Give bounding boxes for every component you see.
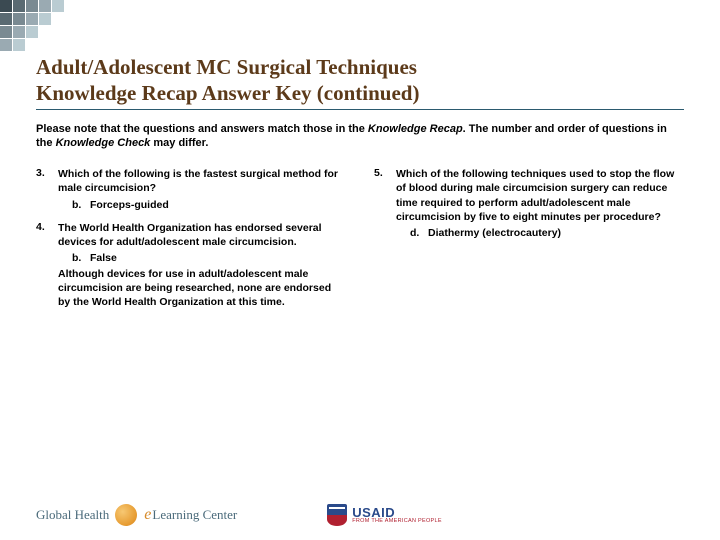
- question-text: Which of the following techniques used t…: [396, 167, 684, 224]
- question-body: Which of the following is the fastest su…: [58, 167, 346, 210]
- corner-decoration: [0, 0, 64, 51]
- right-column: 5.Which of the following techniques used…: [374, 167, 684, 319]
- usaid-sub-text: FROM THE AMERICAN PEOPLE: [352, 519, 442, 525]
- question-columns: 3.Which of the following is the fastest …: [36, 167, 684, 319]
- intro-note: Please note that the questions and answe…: [36, 122, 684, 152]
- question-text: Which of the following is the fastest su…: [58, 167, 346, 195]
- deco-square: [52, 0, 64, 12]
- ghlc-text-left: Global Health: [36, 507, 109, 523]
- answer-line: d.Diathermy (electrocautery): [396, 227, 684, 239]
- answer-text: False: [90, 252, 117, 264]
- answer-text: Forceps-guided: [90, 199, 169, 211]
- deco-square: [52, 26, 64, 38]
- question-body: The World Health Organization has endors…: [58, 221, 346, 310]
- ghlc-text-right: Learning Center: [152, 507, 237, 522]
- intro-em-1: Knowledge Recap: [368, 123, 463, 135]
- page-title: Adult/Adolescent MC Surgical Techniques …: [36, 54, 684, 110]
- question-number: 5.: [374, 167, 396, 239]
- question-body: Which of the following techniques used t…: [396, 167, 684, 239]
- answer-text: Diathermy (electrocautery): [428, 227, 561, 239]
- answer-line: b.False: [58, 252, 346, 264]
- deco-square: [26, 13, 38, 25]
- page-content: Adult/Adolescent MC Surgical Techniques …: [0, 0, 720, 319]
- question-item: 4.The World Health Organization has endo…: [36, 221, 346, 310]
- deco-square: [0, 0, 12, 12]
- answer-explanation: Although devices for use in adult/adoles…: [58, 267, 346, 310]
- title-line-1: Adult/Adolescent MC Surgical Techniques: [36, 55, 417, 79]
- deco-square: [52, 13, 64, 25]
- question-item: 3.Which of the following is the fastest …: [36, 167, 346, 210]
- usaid-main-text: USAID: [352, 506, 442, 519]
- deco-square: [0, 39, 12, 51]
- deco-square: [39, 13, 51, 25]
- deco-square: [26, 0, 38, 12]
- question-text: The World Health Organization has endors…: [58, 221, 346, 249]
- question-item: 5.Which of the following techniques used…: [374, 167, 684, 239]
- deco-square: [39, 0, 51, 12]
- intro-text: Please note that the questions and answe…: [36, 123, 368, 135]
- question-number: 4.: [36, 221, 58, 310]
- footer-logos: Global Health eLearning Center USAID FRO…: [0, 504, 720, 526]
- intro-text-post: may differ.: [150, 137, 208, 149]
- deco-square: [13, 26, 25, 38]
- deco-square: [13, 13, 25, 25]
- deco-square: [39, 26, 51, 38]
- logo-global-health: Global Health eLearning Center: [36, 504, 237, 526]
- deco-square: [26, 39, 38, 51]
- deco-square: [39, 39, 51, 51]
- deco-square: [52, 39, 64, 51]
- deco-square: [0, 26, 12, 38]
- globe-icon: [115, 504, 137, 526]
- answer-line: b.Forceps-guided: [58, 199, 346, 211]
- answer-letter: b.: [72, 252, 90, 264]
- deco-square: [0, 13, 12, 25]
- title-line-2: Knowledge Recap Answer Key (continued): [36, 81, 419, 105]
- intro-em-2: Knowledge Check: [56, 137, 151, 149]
- logo-usaid: USAID FROM THE AMERICAN PEOPLE: [327, 504, 442, 526]
- answer-letter: d.: [410, 227, 428, 239]
- answer-letter: b.: [72, 199, 90, 211]
- deco-square: [26, 26, 38, 38]
- usaid-shield-icon: [327, 504, 347, 526]
- question-number: 3.: [36, 167, 58, 210]
- deco-square: [13, 0, 25, 12]
- deco-square: [13, 39, 25, 51]
- left-column: 3.Which of the following is the fastest …: [36, 167, 346, 319]
